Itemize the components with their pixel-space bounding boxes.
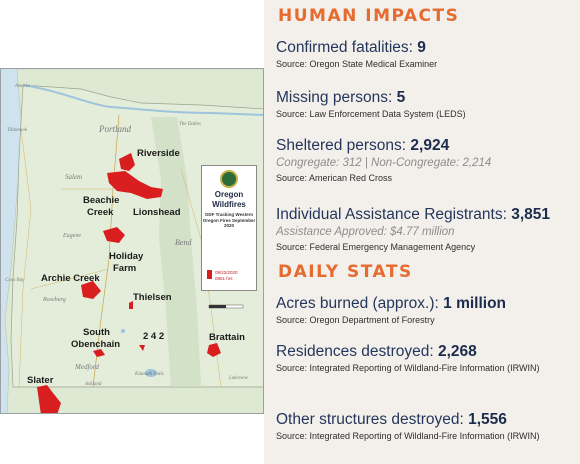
city-eugene: Eugene <box>62 233 81 239</box>
assistance-value: 3,851 <box>511 206 551 223</box>
fire-242-shape <box>139 345 145 351</box>
stat-residences: Residences destroyed: 2,268 Source: Inte… <box>276 342 576 374</box>
fire-beachie-lionshead-shape <box>107 171 163 199</box>
human-impacts-heading: HUMAN IMPACTS <box>278 6 460 26</box>
fire-label-riverside: Riverside <box>137 148 180 159</box>
city-bend: Bend <box>175 238 192 247</box>
stat-acres: Acres burned (approx.): 1 million Source… <box>276 294 576 326</box>
fire-brattain-shape <box>207 343 221 357</box>
city-astoria: Astoria <box>14 84 30 89</box>
city-roseburg: Roseburg <box>42 297 66 303</box>
fire-label-lionshead: Lionshead <box>133 207 181 218</box>
scale-bar <box>208 304 244 309</box>
city-medford: Medford <box>74 363 99 371</box>
fire-label-brattain: Brattain <box>209 332 245 343</box>
residences-value: 2,268 <box>437 343 477 360</box>
legend-date: 09/22/2020 <box>215 270 238 275</box>
structures-label: Other structures destroyed: <box>276 411 464 428</box>
residences-label: Residences destroyed: <box>276 343 434 360</box>
structures-value: 1,556 <box>468 411 507 428</box>
daily-stats-heading: DAILY STATS <box>278 262 413 282</box>
structures-source: Source: Integrated Reporting of Wildland… <box>276 431 540 441</box>
fatalities-value: 9 <box>417 39 426 56</box>
missing-value: 5 <box>396 89 406 106</box>
fire-label-south: South <box>83 327 110 338</box>
legend-title: Oregon Wildfires <box>212 190 246 209</box>
fire-label-242: 2 4 2 <box>143 331 164 342</box>
fire-label-beachie: Beachie <box>83 195 119 206</box>
legend-key: 09/22/2020 0851 hrs <box>207 270 238 281</box>
fire-label-beachie-2: Creek <box>87 207 114 218</box>
missing-source: Source: Law Enforcement Data System (LED… <box>276 109 466 119</box>
fire-label-archie-creek: Archie Creek <box>41 273 100 284</box>
fatalities-source: Source: Oregon State Medical Examiner <box>276 59 438 69</box>
fire-label-holiday: Holiday <box>109 251 144 262</box>
fire-label-obenchain: Obenchain <box>71 339 120 350</box>
city-ashland: Ashland <box>84 382 102 387</box>
fire-thielsen-shape <box>129 301 133 309</box>
acres-source: Source: Oregon Department of Forestry <box>276 315 435 325</box>
city-salem: Salem <box>65 173 82 181</box>
stat-sheltered: Sheltered persons: 2,924 Congregate: 312… <box>276 136 576 184</box>
oregon-wildfire-map: Astoria Portland The Dalles Tillamook Sa… <box>0 68 264 414</box>
legend-time: 0851 hrs <box>215 275 233 281</box>
assistance-source: Source: Federal Emergency Management Age… <box>276 242 476 252</box>
acres-value: 1 million <box>443 295 507 312</box>
fire-riverside-shape <box>119 153 135 171</box>
odf-seal-icon <box>220 170 238 188</box>
stats-panel: HUMAN IMPACTS Confirmed fatalities: 9 So… <box>264 0 580 464</box>
fire-label-slater: Slater <box>27 375 54 386</box>
sheltered-note: Congregate: 312 | Non-Congregate: 2,214 <box>276 157 492 169</box>
acres-label: Acres burned (approx.): <box>276 295 439 312</box>
fire-slater-shape <box>37 385 61 413</box>
fatalities-label: Confirmed fatalities: <box>276 39 413 56</box>
city-the-dalles: The Dalles <box>179 122 201 127</box>
sheltered-label: Sheltered persons: <box>276 137 407 154</box>
legend-subtitle: ODF Tracking Western Oregon Fires Septem… <box>202 212 256 228</box>
fire-perimeters <box>37 153 221 413</box>
fire-holiday-farm-shape <box>103 227 125 243</box>
fire-swatch-icon <box>207 270 212 279</box>
stat-structures: Other structures destroyed: 1,556 Source… <box>276 410 576 442</box>
city-tillamook: Tillamook <box>7 128 28 133</box>
assistance-label: Individual Assistance Registrants: <box>276 206 507 223</box>
map-graphic: Astoria Portland The Dalles Tillamook Sa… <box>1 69 263 413</box>
missing-label: Missing persons: <box>276 89 393 106</box>
sheltered-source: Source: American Red Cross <box>276 173 393 183</box>
fire-south-obenchain-shape <box>93 349 105 357</box>
city-klamath-falls: Klamath Falls <box>134 372 164 377</box>
fire-archie-creek-shape <box>81 281 101 299</box>
assistance-note: Assistance Approved: $4.77 million <box>276 226 455 238</box>
fire-label-holiday-2: Farm <box>113 263 136 274</box>
fire-label-thielsen: Thielsen <box>133 292 172 303</box>
sheltered-value: 2,924 <box>410 137 450 154</box>
stat-fatalities: Confirmed fatalities: 9 Source: Oregon S… <box>276 38 576 70</box>
city-coos-bay: Coos Bay <box>5 278 25 283</box>
city-lakeview: Lakeview <box>228 376 249 381</box>
stat-missing: Missing persons: 5 Source: Law Enforceme… <box>276 88 576 120</box>
stat-assistance: Individual Assistance Registrants: 3,851… <box>276 205 576 253</box>
city-portland: Portland <box>98 124 132 134</box>
residences-source: Source: Integrated Reporting of Wildland… <box>276 363 540 373</box>
map-legend: Oregon Wildfires ODF Tracking Western Or… <box>201 165 257 291</box>
